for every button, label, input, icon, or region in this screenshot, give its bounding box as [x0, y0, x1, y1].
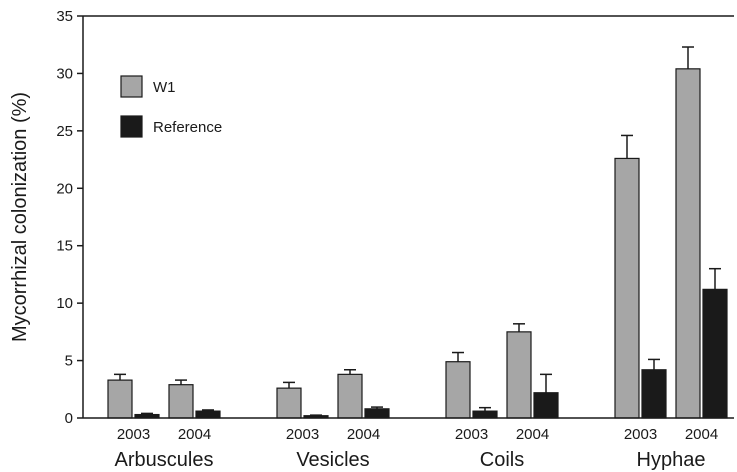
legend-label-w1: W1 — [153, 79, 176, 96]
year-label-coils-2003: 2003 — [455, 426, 488, 443]
bar-reference-hyphae-2004 — [702, 288, 728, 419]
group-label-vesicles: Vesicles — [296, 449, 369, 471]
bar-w1-hyphae-2003 — [614, 157, 640, 419]
y-tick-label-35: 35 — [56, 8, 73, 25]
year-label-vesicles-2003: 2003 — [286, 426, 319, 443]
bar-reference-hyphae-2003 — [641, 369, 667, 419]
y-tick-label-20: 20 — [56, 180, 73, 197]
axes-layer: 0 5 10 15 20 25 30 35 — [56, 8, 734, 427]
year-label-coils-2004: 2004 — [516, 426, 549, 443]
y-ticks: 0 5 10 15 20 25 30 35 — [56, 8, 83, 427]
bar-reference-vesicles-2004 — [364, 408, 390, 419]
bar-reference-coils-2004 — [533, 392, 559, 419]
bar-w1-coils-2003 — [445, 361, 471, 419]
year-label-arbuscules-2003: 2003 — [117, 426, 150, 443]
bar-w1-vesicles-2003 — [276, 387, 302, 419]
bar-w1-vesicles-2004 — [337, 373, 363, 419]
year-label-hyphae-2004: 2004 — [685, 426, 718, 443]
group-label-arbuscules: Arbuscules — [115, 449, 214, 471]
y-tick-label-30: 30 — [56, 65, 73, 82]
legend-swatch-w1 — [120, 75, 143, 98]
bar-reference-arbuscules-2004 — [195, 410, 221, 419]
legend: W1 Reference — [120, 75, 222, 138]
legend-label-reference: Reference — [153, 119, 222, 136]
bars-layer: 2003 2004 Arbuscules 2003 2004 Vesicles 2003 20… — [107, 46, 728, 471]
group-label-hyphae: Hyphae — [637, 449, 706, 471]
y-tick-label-15: 15 — [56, 238, 73, 255]
y-tick-label-5: 5 — [65, 353, 73, 370]
group-label-coils: Coils — [480, 449, 524, 471]
bar-w1-coils-2004 — [506, 331, 532, 419]
legend-swatch-reference — [120, 115, 143, 138]
bar-w1-arbuscules-2003 — [107, 379, 133, 419]
year-label-hyphae-2003: 2003 — [624, 426, 657, 443]
bar-reference-coils-2003 — [472, 410, 498, 419]
y-tick-label-0: 0 — [65, 410, 73, 427]
year-label-arbuscules-2004: 2004 — [178, 426, 211, 443]
y-tick-label-10: 10 — [56, 295, 73, 312]
y-tick-label-25: 25 — [56, 123, 73, 140]
year-label-vesicles-2004: 2004 — [347, 426, 380, 443]
bar-w1-arbuscules-2004 — [168, 384, 194, 419]
y-axis-title: Mycorrhizal colonization (%) — [9, 92, 31, 342]
bar-w1-hyphae-2004 — [675, 68, 701, 419]
